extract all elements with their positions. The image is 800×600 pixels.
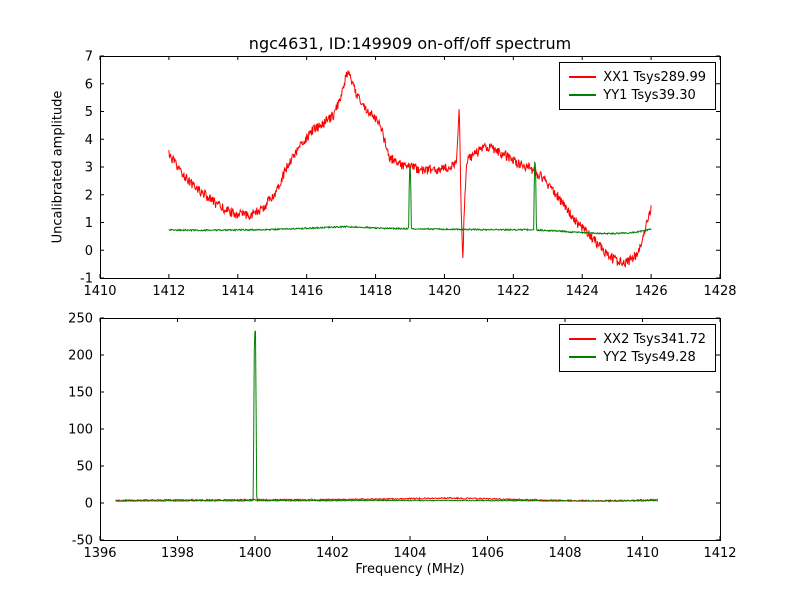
x-tick-label: 1428: [703, 284, 736, 299]
x-tick-label: 1422: [497, 284, 530, 299]
legend-bottom-plot: XX2 Tsys341.72 YY2 Tsys49.28: [559, 324, 716, 372]
legend-label: YY1 Tsys39.30: [603, 87, 696, 103]
y-tick-label: 4: [85, 133, 93, 148]
x-tick-label: 1402: [316, 546, 349, 561]
legend-top-plot: XX1 Tsys289.99 YY1 Tsys39.30: [559, 62, 716, 110]
y-tick-label: 5: [85, 105, 93, 120]
legend-entry: YY2 Tsys49.28: [569, 348, 706, 366]
y-tick-label: 6: [85, 77, 93, 92]
y-tick-label: 7: [85, 50, 93, 65]
x-tick-label: 1424: [566, 284, 599, 299]
legend-label: YY2 Tsys49.28: [603, 349, 696, 365]
x-tick-label: 1410: [83, 284, 116, 299]
x-tick-label: 1426: [635, 284, 668, 299]
legend-entry: XX1 Tsys289.99: [569, 68, 706, 86]
x-tick-label: 1414: [221, 284, 254, 299]
x-tick-label: 1408: [548, 546, 581, 561]
y-tick-label: 2: [85, 188, 93, 203]
y-tick-label: 3: [85, 161, 93, 176]
legend-line-sample-green: [569, 356, 597, 358]
y-tick-label: 50: [76, 460, 93, 475]
legend-entry: YY1 Tsys39.30: [569, 86, 706, 104]
y-tick-label: 1: [85, 216, 93, 231]
y-tick-label: 150: [68, 386, 93, 401]
x-tick-label: 1398: [161, 546, 194, 561]
x-tick-label: 1406: [471, 546, 504, 561]
x-tick-label: 1410: [626, 546, 659, 561]
legend-line-sample-green: [569, 94, 597, 96]
y-tick-label: 0: [85, 497, 93, 512]
x-tick-label: 1412: [703, 546, 736, 561]
legend-label: XX1 Tsys289.99: [603, 69, 706, 85]
chart-title: ngc4631, ID:149909 on-off/off spectrum: [248, 34, 572, 53]
y-tick-label: 0: [85, 244, 93, 259]
x-tick-label: 1404: [393, 546, 426, 561]
y-tick-label: 100: [68, 423, 93, 438]
x-tick-label: 1396: [83, 546, 116, 561]
axes-1: 1396 1398 1400 1402 1404 1406 1408 1410 1412 -50 0…: [68, 312, 736, 562]
x-tick-label: 1412: [152, 284, 185, 299]
x-tick-label: 1400: [238, 546, 271, 561]
y-tick-label: 200: [68, 349, 93, 364]
legend-line-sample-red: [569, 338, 597, 340]
x-tick-label: 1416: [290, 284, 323, 299]
x-tick-label: 1420: [428, 284, 461, 299]
series-line-0-1: [168, 160, 652, 236]
legend-entry: XX2 Tsys341.72: [569, 330, 706, 348]
x-axis-label: Frequency (MHz): [355, 562, 465, 577]
legend-line-sample-red: [569, 76, 597, 78]
y-tick-label: 250: [68, 312, 93, 327]
y-tick-label: -50: [72, 534, 93, 549]
legend-label: XX2 Tsys341.72: [603, 331, 706, 347]
y-tick-label: -1: [80, 272, 93, 287]
series-line-0-0: [168, 70, 652, 269]
series-line-1-1: [115, 330, 659, 503]
x-tick-label: 1418: [359, 284, 392, 299]
y-axis-label: Uncalibrated amplitude: [50, 90, 66, 244]
